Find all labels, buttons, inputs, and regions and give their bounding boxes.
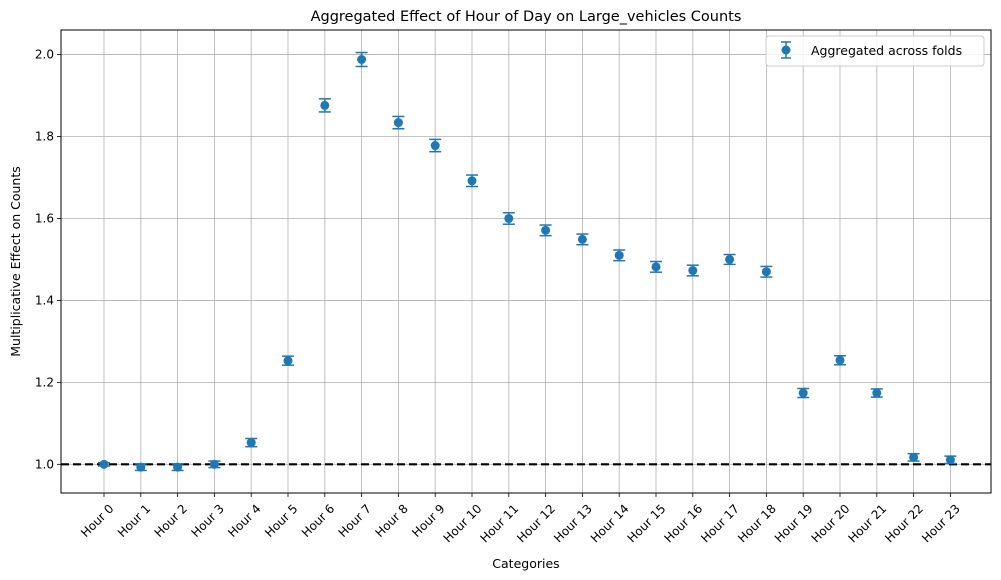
data-point xyxy=(467,176,477,186)
legend-label: Aggregated across folds xyxy=(811,43,962,58)
y-tick-label: 1.8 xyxy=(35,130,54,144)
data-point xyxy=(430,141,440,151)
data-point xyxy=(835,355,845,365)
data-point xyxy=(99,459,109,469)
y-axis-title: Multiplicative Effect on Counts xyxy=(8,166,23,357)
y-tick-label: 1.0 xyxy=(35,457,54,471)
data-point xyxy=(872,388,882,398)
legend-marker xyxy=(781,45,791,55)
data-point xyxy=(173,462,183,472)
data-point xyxy=(651,262,661,272)
y-tick-label: 1.4 xyxy=(35,293,54,307)
legend: Aggregated across folds xyxy=(765,35,985,67)
data-point xyxy=(357,55,367,65)
data-point xyxy=(504,213,514,223)
legend-box xyxy=(765,35,985,67)
y-tick-label: 2.0 xyxy=(35,48,54,62)
data-point xyxy=(136,462,146,472)
data-point xyxy=(909,452,919,462)
data-point xyxy=(761,267,771,277)
data-point xyxy=(283,356,293,366)
y-tick-label: 1.6 xyxy=(35,211,54,225)
y-tick-label: 1.2 xyxy=(35,375,54,389)
data-point xyxy=(541,225,551,235)
plot-frame xyxy=(60,29,992,494)
x-axis-title: Categories xyxy=(492,556,559,571)
data-point xyxy=(798,388,808,398)
data-point xyxy=(209,459,219,469)
chart-title: Aggregated Effect of Hour of Day on Larg… xyxy=(311,9,742,25)
grid xyxy=(61,30,991,493)
data-point xyxy=(246,438,256,448)
y-axis: 1.0 1.2 1.4 1.6 1.8 2.0 xyxy=(35,48,61,471)
data-point xyxy=(945,455,955,465)
data-point xyxy=(725,254,735,264)
data-point xyxy=(577,234,587,244)
data-point xyxy=(688,266,698,276)
data-series xyxy=(98,51,957,472)
data-point xyxy=(320,100,330,110)
data-point xyxy=(393,118,403,128)
data-point xyxy=(614,250,624,260)
